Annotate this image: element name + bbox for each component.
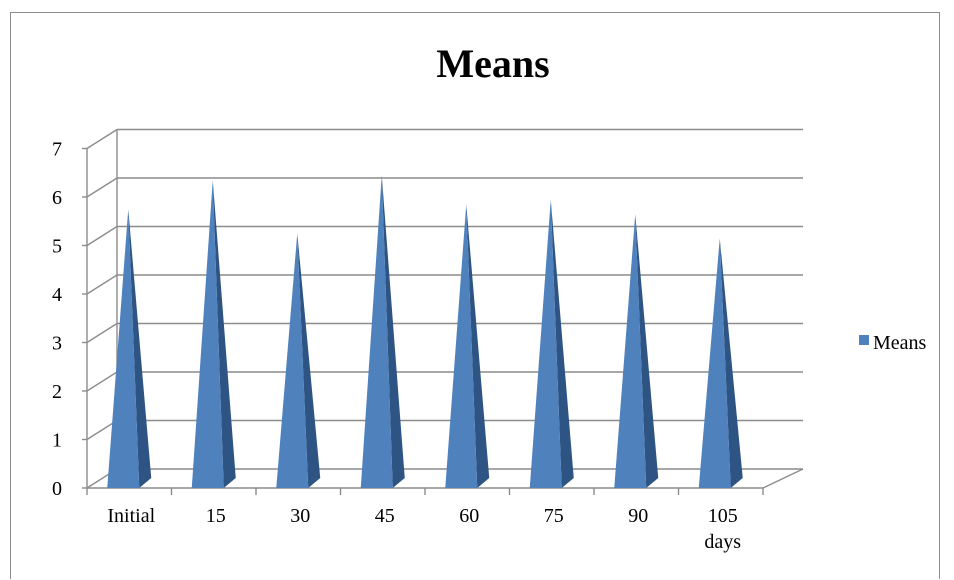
x-tick-label-4: 60	[459, 505, 479, 527]
bar-1	[191, 180, 224, 488]
x-tick-labels: Initial 15 30 45 60 75 90 105 days	[107, 505, 741, 553]
bar-4	[445, 204, 478, 488]
x-tick-label-0: Initial	[107, 505, 155, 527]
bar-side-3	[381, 175, 405, 489]
y-tick-label-4: 4	[52, 284, 62, 306]
bar-side-2	[297, 233, 321, 488]
bar-5	[529, 199, 562, 489]
y-tick-label-1: 1	[52, 430, 62, 452]
wall-diagonal-2	[86, 371, 118, 392]
y-tick-label-7: 7	[52, 139, 62, 161]
bar-side-7	[719, 238, 743, 488]
x-tick-label-5: 75	[544, 505, 564, 527]
wall-diagonal-7	[86, 128, 118, 150]
bar-7	[698, 238, 731, 488]
bar-6	[614, 214, 647, 488]
y-tick-label-5: 5	[52, 236, 62, 258]
bar-side-1	[212, 180, 236, 488]
legend-label: Means	[873, 332, 927, 354]
x-tick-label-2: 30	[290, 505, 310, 527]
bar-side-0	[128, 209, 152, 488]
legend: Means	[859, 332, 927, 354]
wall-diagonal-1	[86, 419, 118, 441]
x-tick-label-1: 15	[206, 505, 226, 527]
floor-right-edge	[762, 468, 804, 489]
bar-side-4	[466, 204, 490, 488]
y-tick-label-6: 6	[52, 187, 62, 209]
bar-3	[360, 175, 393, 489]
bars-layer	[107, 175, 743, 489]
x-tick-label-6: 90	[628, 505, 648, 527]
chart-title: Means	[436, 41, 549, 86]
bar-side-5	[550, 199, 574, 489]
y-tick-label-2: 2	[52, 381, 62, 403]
x-tick-label-3: 45	[375, 505, 395, 527]
bar-0	[107, 209, 140, 488]
wall-diagonal-5	[86, 225, 118, 247]
y-tick-label-0: 0	[52, 478, 62, 500]
x-tick-label-7: 105 days	[704, 505, 741, 553]
y-tick-labels: 0 1 2 3 4 5 6 7	[52, 139, 62, 501]
legend-swatch	[859, 335, 869, 345]
wall-diagonal-6	[86, 177, 118, 198]
y-tick-label-3: 3	[52, 333, 62, 355]
grid-layer	[82, 128, 804, 495]
bar-2	[276, 233, 309, 488]
wall-diagonal-4	[86, 274, 118, 295]
bar-side-6	[635, 214, 659, 488]
wall-diagonal-3	[86, 322, 118, 344]
